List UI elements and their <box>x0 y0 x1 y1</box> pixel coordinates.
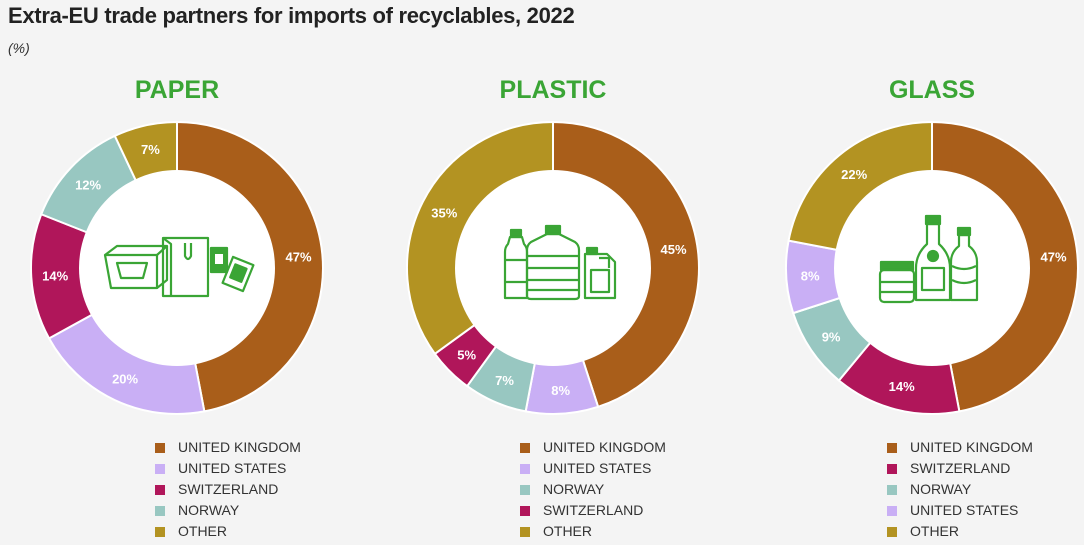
legend-swatch <box>887 526 897 537</box>
slice-value-label: 14% <box>42 269 68 284</box>
legend-label: SWITZERLAND <box>543 502 644 518</box>
legend-label: UNITED STATES <box>910 502 1019 518</box>
paper-packaging-icon <box>103 236 255 298</box>
legend-label: OTHER <box>543 523 592 539</box>
paper-legend: UNITED KINGDOM UNITED STATES SWITZERLAND… <box>155 437 301 542</box>
paper-donut-chart: 47% 20% 14% 12% 7% <box>30 120 324 415</box>
paper-title: PAPER <box>134 76 220 104</box>
legend-label: UNITED STATES <box>178 460 287 476</box>
plastic-bottles-icon <box>503 224 617 301</box>
legend-item: UNITED STATES <box>155 458 301 479</box>
legend-swatch <box>887 505 897 516</box>
legend-item: OTHER <box>887 521 1033 542</box>
glass-legend: UNITED KINGDOM SWITZERLAND NORWAY UNITED… <box>887 437 1033 542</box>
glass-donut-chart: 47% 14% 9% 8% 22% <box>785 120 1079 415</box>
slice-value-label: 47% <box>1040 250 1066 265</box>
legend-item: UNITED KINGDOM <box>520 437 666 458</box>
slice-value-label: 5% <box>457 347 476 362</box>
slice-value-label: 14% <box>889 379 915 394</box>
legend-item: NORWAY <box>520 479 666 500</box>
legend-item: NORWAY <box>155 500 301 521</box>
legend-swatch <box>520 442 530 453</box>
legend-label: UNITED STATES <box>543 460 652 476</box>
slice-value-label: 7% <box>141 142 160 157</box>
legend-item: OTHER <box>520 521 666 542</box>
slice-value-label: 22% <box>841 167 867 182</box>
legend-item: SWITZERLAND <box>155 479 301 500</box>
legend-item: SWITZERLAND <box>887 458 1033 479</box>
legend-label: UNITED KINGDOM <box>910 439 1033 455</box>
slice-value-label: 35% <box>431 206 457 221</box>
legend-label: OTHER <box>910 523 959 539</box>
legend-swatch <box>155 463 165 474</box>
legend-item: UNITED KINGDOM <box>155 437 301 458</box>
chart-title: Extra-EU trade partners for imports of r… <box>8 3 575 28</box>
legend-swatch <box>520 526 530 537</box>
legend-item: UNITED KINGDOM <box>887 437 1033 458</box>
legend-item: NORWAY <box>887 479 1033 500</box>
slice-value-label: 9% <box>822 330 841 345</box>
slice-value-label: 47% <box>285 250 311 265</box>
plastic-title: PLASTIC <box>499 76 607 104</box>
legend-label: UNITED KINGDOM <box>543 439 666 455</box>
chart-subtitle: (%) <box>8 40 30 56</box>
legend-item: OTHER <box>155 521 301 542</box>
plastic-legend: UNITED KINGDOM UNITED STATES NORWAY SWIT… <box>520 437 666 542</box>
glass-title: GLASS <box>888 76 976 104</box>
legend-swatch <box>520 484 530 495</box>
paper-donut-hole <box>79 170 275 366</box>
glass-panel: GLASS 47% 14% 9% 8% 22% UNITED KINGDOM SWITZ… <box>772 70 1084 545</box>
slice-value-label: 45% <box>660 242 686 257</box>
legend-label: UNITED KINGDOM <box>178 439 301 455</box>
slice-value-label: 20% <box>112 371 138 386</box>
legend-swatch <box>155 484 165 495</box>
legend-swatch <box>155 526 165 537</box>
slice-value-label: 8% <box>551 383 570 398</box>
legend-swatch <box>887 463 897 474</box>
paper-panel: PAPER 47% 20% 14% 12% 7% UNITED KINGDOM UNIT… <box>17 70 337 545</box>
legend-swatch <box>887 484 897 495</box>
plastic-donut-chart: 45% 8% 7% 5% 35% <box>406 120 700 415</box>
legend-label: NORWAY <box>178 502 240 518</box>
legend-swatch <box>155 505 165 516</box>
legend-swatch <box>520 463 530 474</box>
slice-value-label: 8% <box>801 269 820 284</box>
legend-swatch <box>155 442 165 453</box>
legend-label: NORWAY <box>910 481 972 497</box>
legend-label: SWITZERLAND <box>910 460 1011 476</box>
plastic-panel: PLASTIC 45% 8% 7% 5% 35% UNITED KINGDOM UNIT… <box>393 70 713 545</box>
legend-label: OTHER <box>178 523 227 539</box>
legend-label: SWITZERLAND <box>178 481 279 497</box>
legend-label: NORWAY <box>543 481 605 497</box>
legend-swatch <box>887 442 897 453</box>
legend-item: UNITED STATES <box>887 500 1033 521</box>
slice-value-label: 7% <box>495 373 514 388</box>
glass-jars-bottles-icon <box>878 214 979 304</box>
legend-item: UNITED STATES <box>520 458 666 479</box>
legend-swatch <box>520 505 530 516</box>
legend-item: SWITZERLAND <box>520 500 666 521</box>
slice-value-label: 12% <box>75 178 101 193</box>
